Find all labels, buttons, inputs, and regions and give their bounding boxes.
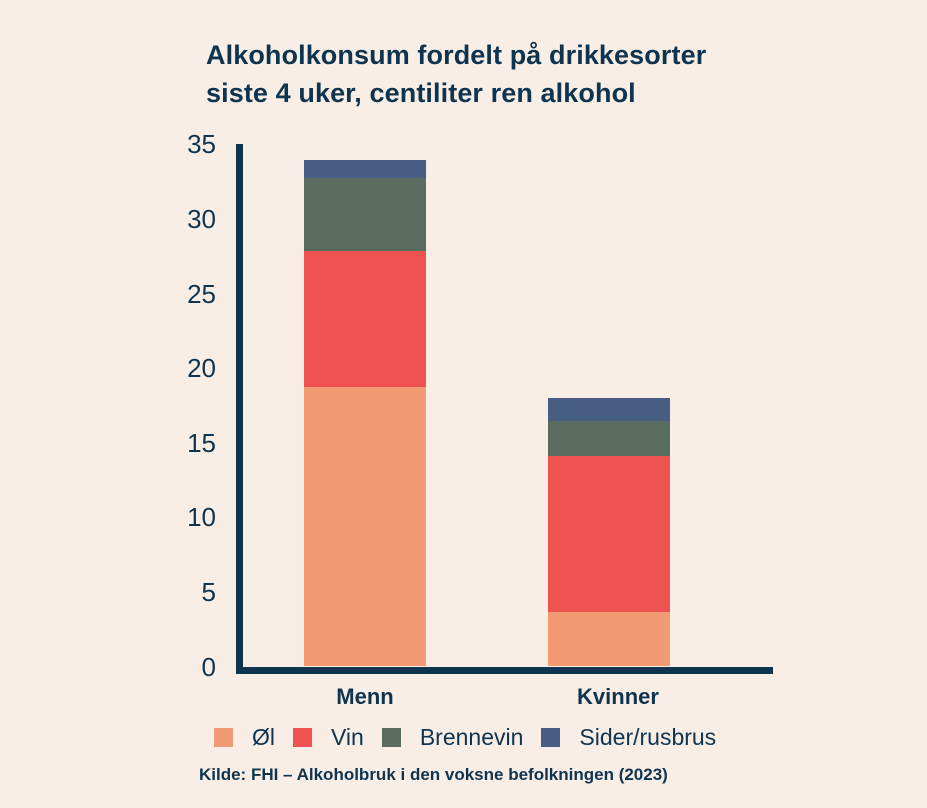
legend-item-sider-rusbrus: Sider/rusbrus <box>541 724 716 751</box>
legend: Øl Vin Brennevin Sider/rusbrus <box>214 724 734 751</box>
legend-swatch <box>293 728 312 747</box>
chart-title-line-1: Alkoholkonsum fordelt på drikkesorter <box>206 40 707 70</box>
legend-label: Brennevin <box>419 724 524 750</box>
x-label-kvinner: Kvinner <box>577 684 659 709</box>
y-tick-label: 20 <box>187 353 216 383</box>
chart-title-line-2: siste 4 uker, centiliter ren alkohol <box>206 78 636 108</box>
bar-segment-sider-rusbrus <box>548 397 670 422</box>
y-tick-label: 35 <box>187 129 216 159</box>
bar-segment-sider-rusbrus <box>304 160 426 179</box>
bar-segment-vin <box>304 251 426 388</box>
bar-kvinner <box>548 397 670 666</box>
y-tick-label: 0 <box>201 652 216 682</box>
y-tick-label: 10 <box>187 502 216 532</box>
y-tick-label: 25 <box>187 279 216 309</box>
legend-swatch <box>381 728 401 747</box>
bar-menn <box>304 160 426 666</box>
bar-segment--l <box>304 387 426 666</box>
legend-item-vin: Vin <box>293 724 364 751</box>
bar-segment--l <box>548 612 670 666</box>
legend-swatch <box>541 728 561 747</box>
legend-item-ol: Øl <box>214 724 275 751</box>
bar-segment-vin <box>548 455 670 613</box>
legend-label: Øl <box>252 724 275 750</box>
legend-swatch <box>214 728 233 747</box>
y-axis-line <box>236 144 243 674</box>
chart-title: Alkoholkonsum fordelt på drikkesorter si… <box>206 36 706 112</box>
y-tick-label: 5 <box>201 577 216 607</box>
legend-label: Vin <box>331 724 364 750</box>
x-axis-line <box>236 667 773 674</box>
bar-segment-brennevin <box>304 178 426 252</box>
legend-label: Sider/rusbrus <box>579 724 717 750</box>
source-note: Kilde: FHI – Alkoholbruk i den voksne be… <box>199 765 668 784</box>
x-label-menn: Menn <box>336 684 394 709</box>
y-tick-label: 30 <box>187 204 216 234</box>
legend-item-brennevin: Brennevin <box>381 724 524 751</box>
bar-segment-brennevin <box>548 421 670 456</box>
y-tick-label: 15 <box>187 428 216 458</box>
